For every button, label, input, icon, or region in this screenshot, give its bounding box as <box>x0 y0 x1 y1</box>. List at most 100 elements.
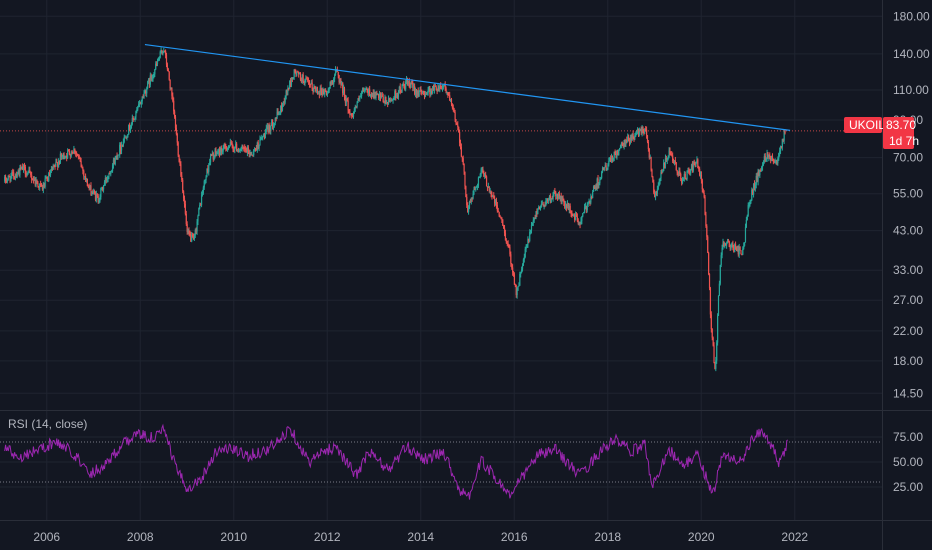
candle-body[interactable] <box>235 143 237 148</box>
candle-body[interactable] <box>380 95 382 98</box>
candle-body[interactable] <box>510 254 512 264</box>
candle-body[interactable] <box>650 156 652 170</box>
candle-body[interactable] <box>229 142 231 146</box>
candle-body[interactable] <box>90 185 92 196</box>
candle-body[interactable] <box>591 196 593 199</box>
candle-body[interactable] <box>156 63 158 65</box>
candle-body[interactable] <box>286 90 288 93</box>
candle-body[interactable] <box>67 150 69 158</box>
candle-body[interactable] <box>16 174 18 177</box>
candle-body[interactable] <box>128 124 130 135</box>
candle-body[interactable] <box>626 140 628 142</box>
candle-body[interactable] <box>186 224 188 232</box>
candle-body[interactable] <box>535 211 537 219</box>
candle-body[interactable] <box>754 184 756 189</box>
candle-body[interactable] <box>642 127 644 133</box>
candle-body[interactable] <box>394 91 396 98</box>
candle-body[interactable] <box>378 93 381 99</box>
candle-body[interactable] <box>37 182 39 187</box>
candle-body[interactable] <box>83 170 85 177</box>
candle-body[interactable] <box>493 195 495 199</box>
candle-body[interactable] <box>687 170 689 172</box>
candle-body[interactable] <box>298 73 301 75</box>
candle-body[interactable] <box>227 147 229 151</box>
candle-body[interactable] <box>275 118 277 119</box>
candle-body[interactable] <box>49 173 51 176</box>
candle-body[interactable] <box>325 91 328 96</box>
candle-body[interactable] <box>302 74 304 82</box>
candle-body[interactable] <box>114 157 116 165</box>
candle-body[interactable] <box>423 91 425 93</box>
candle-body[interactable] <box>58 161 61 163</box>
candle-body[interactable] <box>9 176 11 182</box>
candle-body[interactable] <box>378 94 380 99</box>
candle-body[interactable] <box>451 104 453 108</box>
candle-body[interactable] <box>595 186 597 190</box>
candle-body[interactable] <box>42 183 44 190</box>
candle-body[interactable] <box>99 196 101 202</box>
candle-body[interactable] <box>266 126 268 129</box>
candle-body[interactable] <box>301 74 303 82</box>
candle-body[interactable] <box>305 78 307 80</box>
candle-body[interactable] <box>646 135 649 142</box>
candle-body[interactable] <box>698 168 700 169</box>
rsi-axis[interactable]: 75.00 50.00 25.00 <box>893 430 923 494</box>
candle-body[interactable] <box>417 91 419 97</box>
candle-body[interactable] <box>592 191 594 199</box>
candle-body[interactable] <box>261 137 263 139</box>
candle-body[interactable] <box>432 86 435 91</box>
candle-body[interactable] <box>525 246 527 250</box>
candle-body[interactable] <box>750 200 752 203</box>
candle-body[interactable] <box>398 86 400 93</box>
candle-body[interactable] <box>606 168 608 171</box>
candle-body[interactable] <box>82 167 84 171</box>
candle-body[interactable] <box>575 214 578 217</box>
candle-body[interactable] <box>717 315 719 343</box>
candle-body[interactable] <box>49 171 52 176</box>
candle-body[interactable] <box>29 170 31 173</box>
candle-body[interactable] <box>356 102 358 107</box>
candle-body[interactable] <box>712 337 714 346</box>
candle-body[interactable] <box>44 178 46 187</box>
candle-body[interactable] <box>637 128 640 135</box>
candle-body[interactable] <box>467 208 470 213</box>
candle-body[interactable] <box>574 214 577 220</box>
candle-body[interactable] <box>701 180 703 190</box>
candle-body[interactable] <box>251 154 253 156</box>
candle-body[interactable] <box>115 156 117 158</box>
candle-body[interactable] <box>725 243 727 246</box>
candle-body[interactable] <box>358 98 360 100</box>
candle-body[interactable] <box>570 212 572 214</box>
candle-body[interactable] <box>563 200 565 203</box>
candle-body[interactable] <box>592 186 595 192</box>
candle-body[interactable] <box>132 118 134 119</box>
candle-body[interactable] <box>250 153 252 155</box>
candle-body[interactable] <box>381 95 383 97</box>
candle-body[interactable] <box>209 155 212 163</box>
candle-body[interactable] <box>708 252 710 274</box>
candle-body[interactable] <box>412 83 414 88</box>
candle-body[interactable] <box>236 149 239 152</box>
candle-body[interactable] <box>632 134 634 138</box>
candle-body[interactable] <box>320 87 322 92</box>
candle-body[interactable] <box>52 165 54 170</box>
time-axis[interactable]: 2006 2008 2010 2012 2014 2016 2018 2020 2022 <box>33 530 808 544</box>
candle-body[interactable] <box>659 178 661 182</box>
trendline-layer[interactable] <box>144 43 791 131</box>
candle-body[interactable] <box>669 150 671 155</box>
candle-body[interactable] <box>194 230 196 236</box>
candle-body[interactable] <box>169 79 171 89</box>
candle-body[interactable] <box>389 99 391 102</box>
candle-body[interactable] <box>281 103 284 111</box>
candle-body[interactable] <box>408 80 410 85</box>
candle-body[interactable] <box>388 98 391 102</box>
candle-body[interactable] <box>423 92 426 97</box>
candle-body[interactable] <box>65 155 67 159</box>
candle-body[interactable] <box>393 97 395 100</box>
candle-body[interactable] <box>480 169 482 175</box>
candle-body[interactable] <box>361 90 364 93</box>
candle-body[interactable] <box>360 96 362 98</box>
candle-body[interactable] <box>716 342 718 361</box>
candle-body[interactable] <box>753 183 756 189</box>
candle-body[interactable] <box>6 179 8 182</box>
